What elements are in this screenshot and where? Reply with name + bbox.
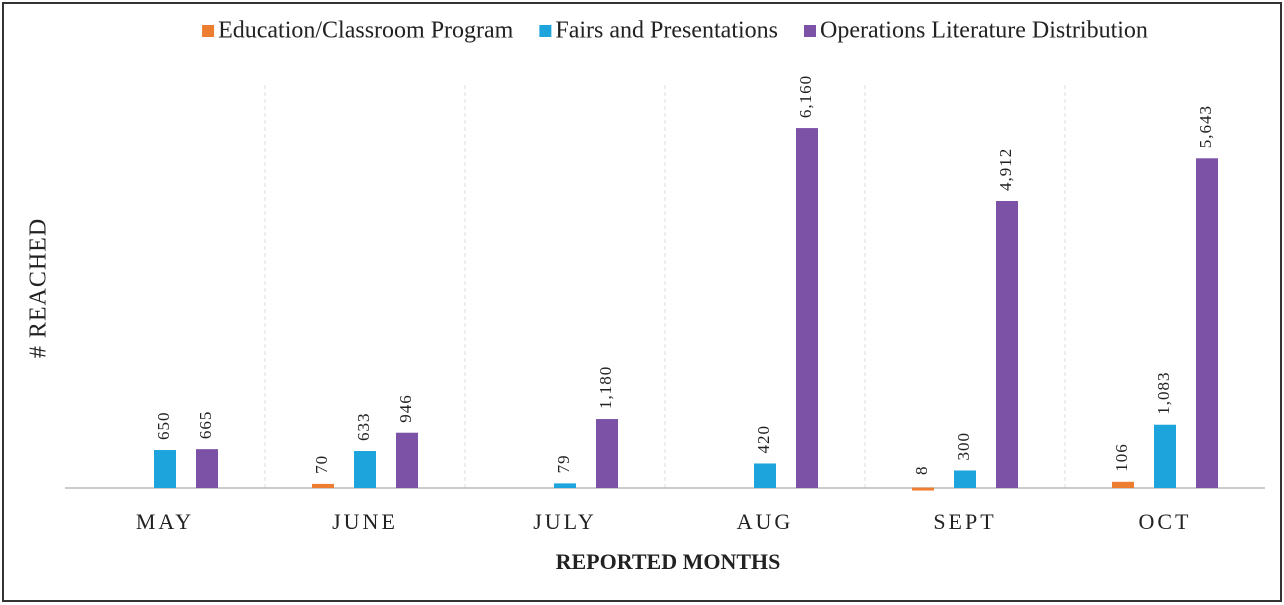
bar (1196, 158, 1218, 488)
data-label: 8 (912, 466, 931, 476)
data-label: 420 (754, 425, 773, 454)
x-tick-label: SEPT (933, 509, 996, 534)
x-tick-label: OCT (1139, 509, 1192, 534)
data-label: 6,160 (796, 75, 815, 118)
bar (754, 463, 776, 488)
x-tick-label: AUG (737, 509, 794, 534)
bar (396, 432, 418, 488)
data-label: 4,912 (996, 148, 1015, 191)
bar (1112, 481, 1134, 488)
legend-swatch (202, 25, 215, 37)
x-axis-label: REPORTED MONTHS (556, 549, 781, 574)
data-label: 70 (312, 455, 331, 474)
bar (912, 487, 934, 491)
bar (554, 483, 576, 488)
x-tick-label: JULY (533, 509, 597, 534)
bar (796, 128, 818, 488)
data-label: 1,180 (596, 366, 615, 409)
bar (196, 449, 218, 488)
legend-swatch (804, 25, 817, 37)
bar (312, 483, 334, 488)
data-label: 650 (154, 412, 173, 441)
legend-swatch (539, 25, 552, 37)
bar (1154, 424, 1176, 488)
bar (154, 450, 176, 488)
data-label: 665 (196, 411, 215, 440)
data-label: 5,643 (1196, 105, 1215, 148)
bar (996, 200, 1018, 489)
data-label: 79 (554, 454, 573, 473)
legend-label: Operations Literature Distribution (820, 18, 1148, 44)
data-label: 1,083 (1154, 371, 1173, 414)
data-label: 106 (1112, 443, 1131, 472)
x-tick-label: JUNE (332, 509, 398, 534)
legend-label: Fairs and Presentations (555, 18, 778, 44)
data-label: 633 (354, 413, 373, 442)
bar (354, 451, 376, 488)
x-tick-label: MAY (136, 509, 194, 534)
data-label: 300 (954, 432, 973, 461)
bar (954, 470, 976, 488)
data-label: 946 (396, 394, 415, 423)
y-axis-label: # REACHED (26, 218, 52, 358)
legend-label: Education/Classroom Program (218, 18, 514, 44)
bar (596, 419, 618, 488)
